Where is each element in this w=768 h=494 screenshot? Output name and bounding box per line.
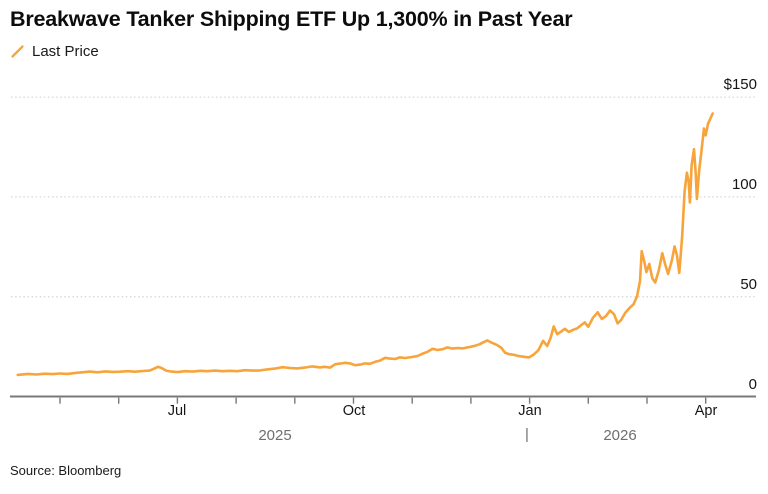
x-axis-label: Jan (518, 403, 542, 419)
chart-title: Breakwave Tanker Shipping ETF Up 1,300% … (10, 7, 573, 31)
legend-label: Last Price (32, 43, 99, 60)
source-text: Source: Bloomberg (10, 463, 122, 478)
year-label: 2025 (258, 427, 292, 444)
x-axis-label: Jul (167, 403, 187, 419)
x-axis-label: Oct (342, 403, 366, 419)
legend: Last Price (10, 43, 99, 60)
y-axis-label: $150 (723, 76, 757, 93)
year-label: 2026 (603, 427, 637, 444)
line-series-icon (11, 45, 24, 58)
year-separator: | (525, 426, 529, 443)
y-axis-label: 50 (740, 276, 757, 293)
y-axis-label: 100 (731, 176, 757, 193)
price-line (16, 112, 715, 377)
y-axis-label: 0 (748, 376, 757, 393)
x-axis-label: Apr (694, 403, 718, 419)
